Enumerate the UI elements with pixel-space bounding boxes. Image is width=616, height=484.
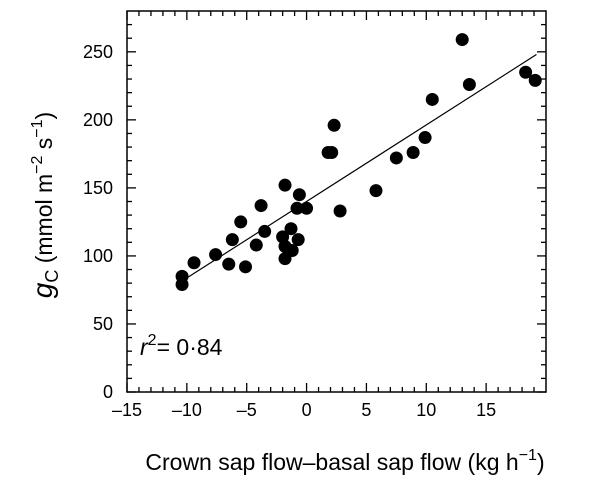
annotation-value: = 0·84 xyxy=(157,334,223,360)
y-label-sup: −2 xyxy=(29,155,46,173)
point xyxy=(209,248,223,262)
point xyxy=(325,146,339,160)
y-tick-label: 150 xyxy=(83,178,113,198)
x-tick-label: 0 xyxy=(302,400,312,420)
y-label-g: g xyxy=(27,282,58,298)
x-tick-label: 10 xyxy=(416,400,436,420)
point xyxy=(425,92,439,106)
point xyxy=(225,233,239,247)
point xyxy=(292,188,306,202)
x-axis-label: Crown sap flow–basal sap flow (kg h−1) xyxy=(145,447,544,475)
y-label-sub: C xyxy=(42,270,62,283)
point xyxy=(528,73,542,87)
y-tick-label: 200 xyxy=(83,110,113,130)
point xyxy=(462,77,476,91)
point xyxy=(291,233,305,247)
y-tick-label: 50 xyxy=(93,314,113,334)
fit-line xyxy=(180,54,537,283)
point xyxy=(389,151,403,165)
x-tick-label: –10 xyxy=(172,400,202,420)
point xyxy=(327,118,341,132)
y-tick-label: 100 xyxy=(83,246,113,266)
point xyxy=(278,178,292,192)
point xyxy=(285,243,299,257)
x-tick-label: 15 xyxy=(476,400,496,420)
annotation-sup: 2 xyxy=(148,332,157,349)
y-tick-label: 0 xyxy=(103,382,113,402)
point xyxy=(418,131,432,145)
point xyxy=(239,260,253,274)
point xyxy=(519,65,533,79)
point xyxy=(222,257,236,271)
point xyxy=(284,222,298,236)
point xyxy=(455,33,469,47)
point xyxy=(300,201,314,215)
point xyxy=(249,238,263,252)
point xyxy=(406,146,420,160)
x-label-text: Crown sap flow–basal sap flow (kg h xyxy=(145,449,518,475)
x-tick-label: 5 xyxy=(361,400,371,420)
y-label-end: ) xyxy=(31,112,57,120)
point xyxy=(333,204,347,218)
annotation-r: r xyxy=(140,334,149,360)
point xyxy=(369,184,383,198)
point xyxy=(290,201,304,215)
y-label-sup2: −1 xyxy=(29,119,46,137)
point xyxy=(175,278,189,292)
x-tick-label: –5 xyxy=(237,400,257,420)
x-label-end: ) xyxy=(537,449,545,475)
point xyxy=(254,199,268,213)
y-label-text2: s xyxy=(31,138,57,156)
point xyxy=(187,256,201,270)
x-tick-label: –15 xyxy=(112,400,142,420)
point xyxy=(234,215,248,229)
annotation: r2= 0·84 xyxy=(140,332,223,360)
point xyxy=(258,224,272,238)
y-axis-label: gC (mmol m−2 s−1) xyxy=(27,112,62,298)
x-label-sup: −1 xyxy=(519,447,537,464)
y-label-text: (mmol m xyxy=(31,174,57,270)
y-tick-label: 250 xyxy=(83,42,113,62)
